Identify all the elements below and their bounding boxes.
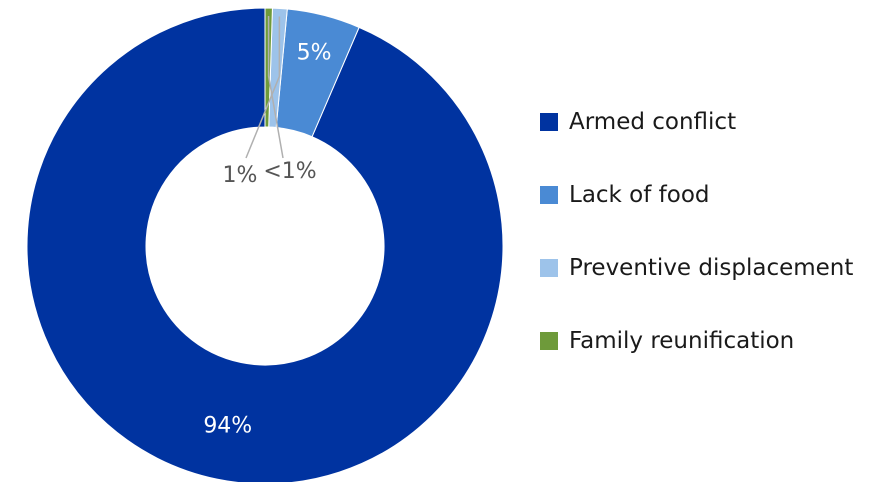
legend-swatch bbox=[540, 332, 558, 350]
legend-item-lack-of-food: Lack of food bbox=[540, 177, 890, 213]
legend-swatch bbox=[540, 259, 558, 277]
legend-item-preventive-displacement: Preventive displacement bbox=[540, 250, 890, 286]
legend-label: Armed conflict bbox=[569, 109, 737, 135]
data-label-lack-of-food: 5% bbox=[297, 41, 332, 66]
legend-label: Preventive displacement bbox=[569, 255, 854, 281]
legend-swatch bbox=[540, 186, 558, 204]
slices bbox=[26, 7, 504, 482]
data-labels: 94% 5% 1% <1% bbox=[203, 41, 331, 439]
legend-label: Lack of food bbox=[569, 182, 710, 208]
legend-label: Family reunification bbox=[569, 328, 795, 354]
leader-lines bbox=[245, 16, 284, 159]
legend-item-armed-conflict: Armed conflict bbox=[540, 104, 890, 140]
leader-line-preventive-displacement bbox=[245, 16, 281, 159]
data-label-preventive-displacement: 1% bbox=[223, 163, 258, 188]
data-label-armed-conflict: 94% bbox=[203, 414, 252, 439]
legend-swatch bbox=[540, 113, 558, 131]
leader-line-family-reunification bbox=[267, 16, 284, 159]
slice-armed-conflict bbox=[26, 7, 504, 482]
legend: Armed conflict Lack of food Preventive d… bbox=[540, 104, 890, 396]
slice-lack-of-food bbox=[275, 8, 360, 138]
data-label-family-reunification: <1% bbox=[263, 159, 316, 184]
legend-item-family-reunification: Family reunification bbox=[540, 323, 890, 359]
slice-preventive-displacement bbox=[268, 7, 288, 129]
